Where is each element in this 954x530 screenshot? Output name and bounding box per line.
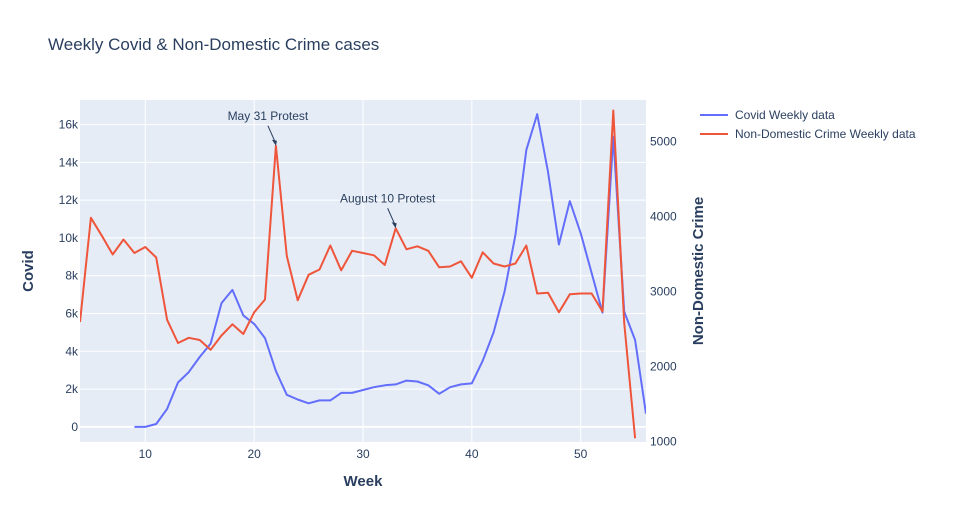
y-axis-label: Covid	[20, 250, 37, 292]
y-tick-label: 4k	[65, 344, 79, 358]
y-tick-label: 12k	[59, 193, 79, 207]
legend-label: Non-Domestic Crime Weekly data	[735, 127, 916, 141]
y-tick-label: 2k	[65, 382, 79, 396]
y-tick-label: 10k	[59, 231, 79, 245]
grid-layer	[80, 100, 646, 442]
annotation-layer: May 31 Protest August 10 Protest	[228, 109, 436, 229]
x-axis-label: Week	[344, 473, 384, 490]
legend: Covid Weekly data Non-Domestic Crime Week…	[700, 108, 916, 141]
y2-tick-label: 2000	[650, 359, 677, 373]
y-tick-labels: 0 2k 4k 6k 8k 10k 12k 14k 16k	[59, 118, 79, 434]
x-tick-label: 50	[574, 447, 588, 461]
y-tick-label: 0	[71, 420, 78, 434]
x-tick-label: 20	[247, 447, 261, 461]
series-line-covid	[134, 113, 646, 428]
annotation-label: August 10 Protest	[340, 191, 436, 205]
series-line-crime	[80, 109, 637, 439]
series-layer	[80, 109, 646, 439]
x-tick-label: 40	[465, 447, 479, 461]
y2-tick-labels: 1000 2000 3000 4000 5000	[650, 134, 677, 448]
x-tick-label: 30	[356, 447, 370, 461]
legend-label: Covid Weekly data	[735, 108, 835, 122]
y-tick-label: 14k	[59, 155, 79, 169]
y2-tick-label: 4000	[650, 209, 677, 223]
y2-tick-label: 5000	[650, 134, 677, 148]
chart-title: Weekly Covid & Non-Domestic Crime cases	[48, 35, 379, 54]
y2-axis-label: Non-Domestic Crime	[690, 197, 707, 345]
y2-tick-label: 1000	[650, 434, 677, 448]
annotation-arrowhead	[391, 222, 397, 229]
y-tick-label: 8k	[65, 269, 79, 283]
x-tick-labels: 10 20 30 40 50	[139, 447, 588, 461]
y-tick-label: 16k	[59, 118, 79, 132]
annotation-arrowhead	[271, 139, 277, 146]
x-tick-label: 10	[139, 447, 153, 461]
y-tick-label: 6k	[65, 307, 79, 321]
y2-tick-label: 3000	[650, 284, 677, 298]
annotation-label: May 31 Protest	[228, 109, 309, 123]
